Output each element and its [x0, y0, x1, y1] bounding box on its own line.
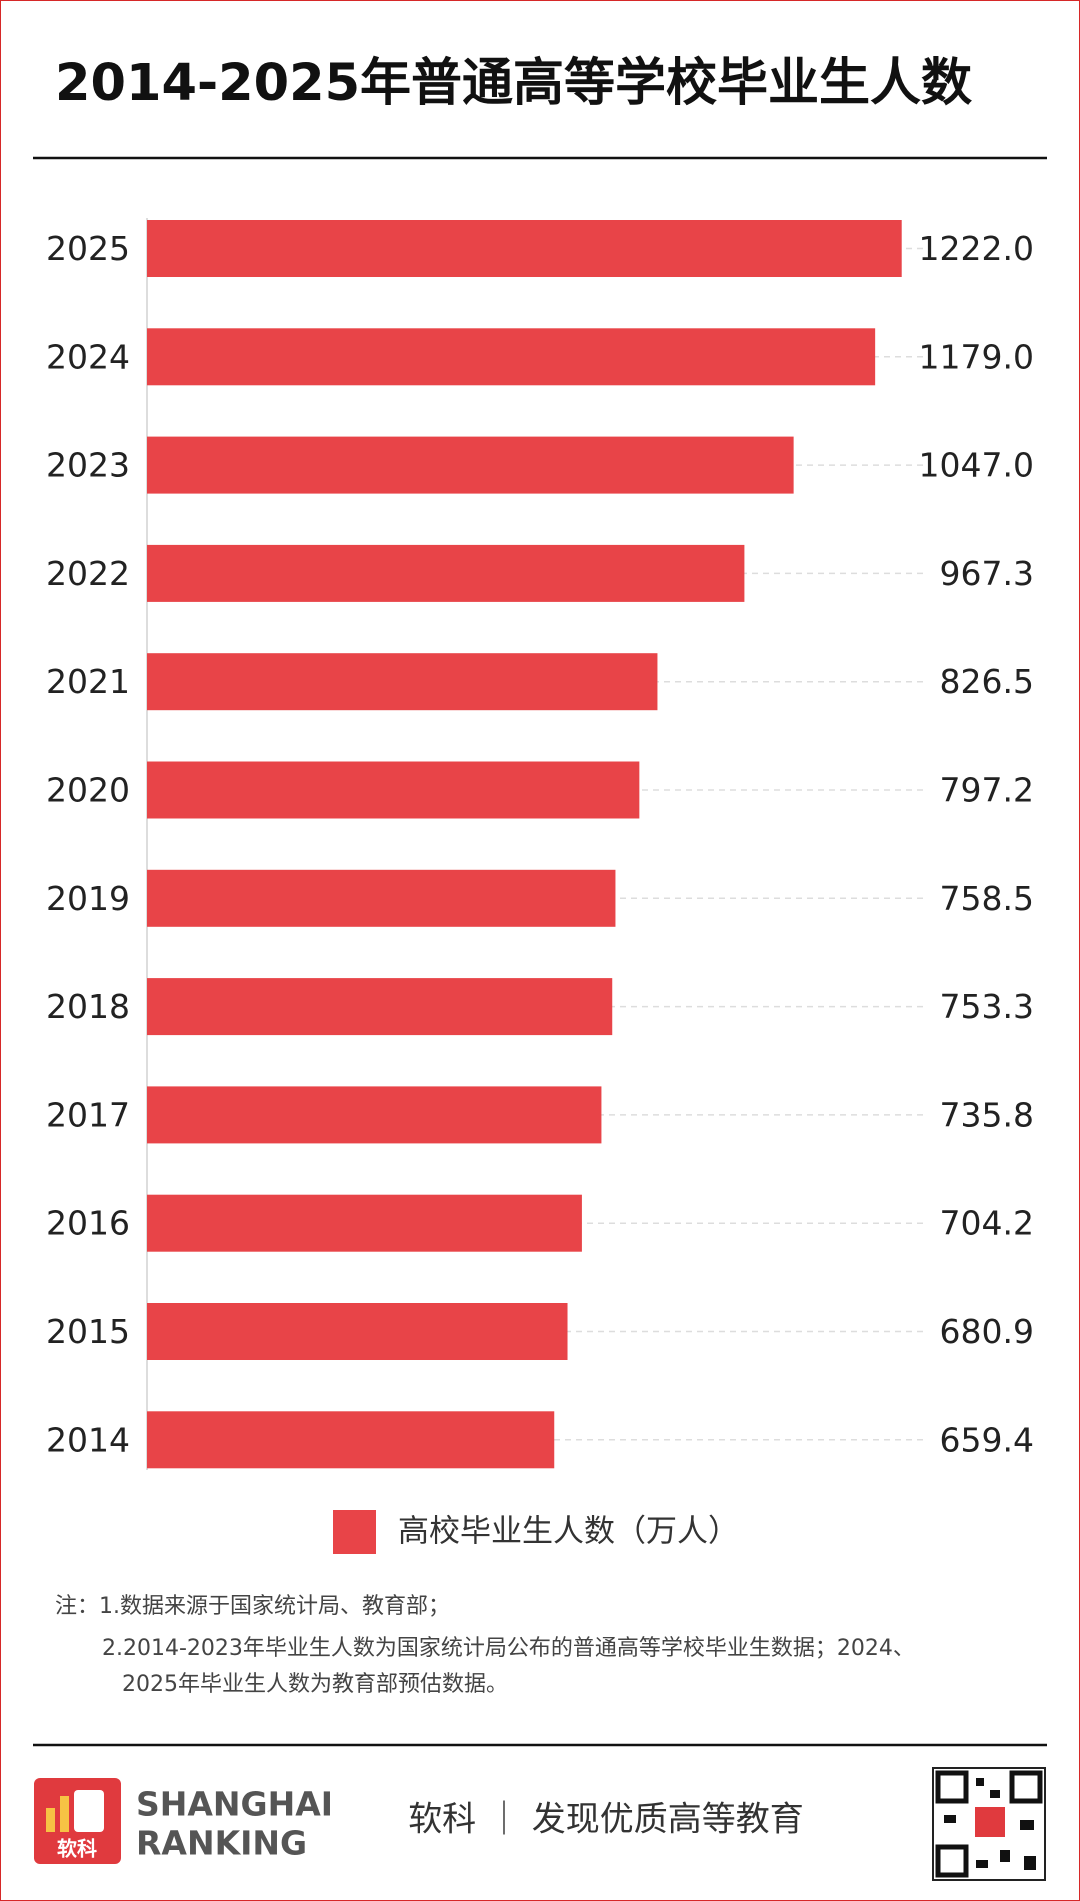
qr-code [932, 1767, 1046, 1881]
logo-bar [60, 1796, 69, 1832]
bar [147, 653, 658, 711]
y-tick-label: 2015 [46, 1312, 130, 1351]
logo-bar [74, 1790, 104, 1832]
note: 2.2014-2023年毕业生人数为国家统计局公布的普通高等学校毕业生数据；20… [102, 1636, 915, 1661]
value-label: 826.5 [940, 662, 1034, 701]
bar [147, 1303, 568, 1360]
plot: 2025 1222.0 2024 1179.0 2023 1047.0 2022 967.3 2… [46, 220, 1034, 1469]
value-label: 1047.0 [919, 446, 1034, 485]
y-tick-label: 2019 [46, 879, 130, 918]
bar [147, 544, 745, 602]
y-tick-label: 2014 [46, 1420, 130, 1459]
y-tick-label: 2025 [46, 229, 130, 268]
value-label: 735.8 [940, 1095, 1034, 1134]
bar [147, 328, 876, 386]
note: 注：1.数据来源于国家统计局、教育部； [55, 1594, 450, 1619]
bar [147, 1194, 582, 1252]
logo-text: 软科 [57, 1837, 97, 1861]
bar [147, 978, 613, 1036]
value-label: 967.3 [940, 554, 1034, 593]
value-label: 659.4 [940, 1420, 1034, 1459]
value-label: 704.2 [940, 1204, 1034, 1243]
y-tick-label: 2016 [46, 1204, 130, 1243]
y-tick-label: 2023 [46, 446, 130, 485]
y-tick-label: 2024 [46, 337, 130, 376]
legend-label: 高校毕业生人数（万人） [398, 1514, 739, 1550]
bar [147, 1411, 555, 1469]
value-label: 680.9 [940, 1312, 1034, 1351]
bar [147, 869, 616, 927]
value-label: 1179.0 [919, 337, 1034, 376]
bar [147, 761, 640, 819]
chart-title: 2014-2025年普通高等学校毕业生人数 [55, 54, 972, 113]
note: 2025年毕业生人数为教育部预估数据。 [122, 1672, 508, 1697]
y-tick-label: 2018 [46, 987, 130, 1026]
value-label: 1222.0 [919, 229, 1034, 268]
brand: SHANGHAI [136, 1785, 333, 1824]
legend-swatch [333, 1510, 376, 1554]
logo-bar [46, 1808, 55, 1832]
bar [147, 436, 794, 494]
value-label: 797.2 [940, 771, 1034, 810]
y-tick-label: 2020 [46, 771, 130, 810]
value-label: 753.3 [940, 987, 1034, 1026]
y-tick-label: 2021 [46, 662, 130, 701]
y-tick-label: 2022 [46, 554, 130, 593]
brand: RANKING [136, 1824, 307, 1863]
y-tick-label: 2017 [46, 1095, 130, 1134]
bar [147, 1086, 602, 1144]
slogan: 软科 ｜ 发现优质高等教育 [408, 1800, 804, 1840]
bar [147, 220, 902, 277]
value-label: 758.5 [940, 879, 1034, 918]
